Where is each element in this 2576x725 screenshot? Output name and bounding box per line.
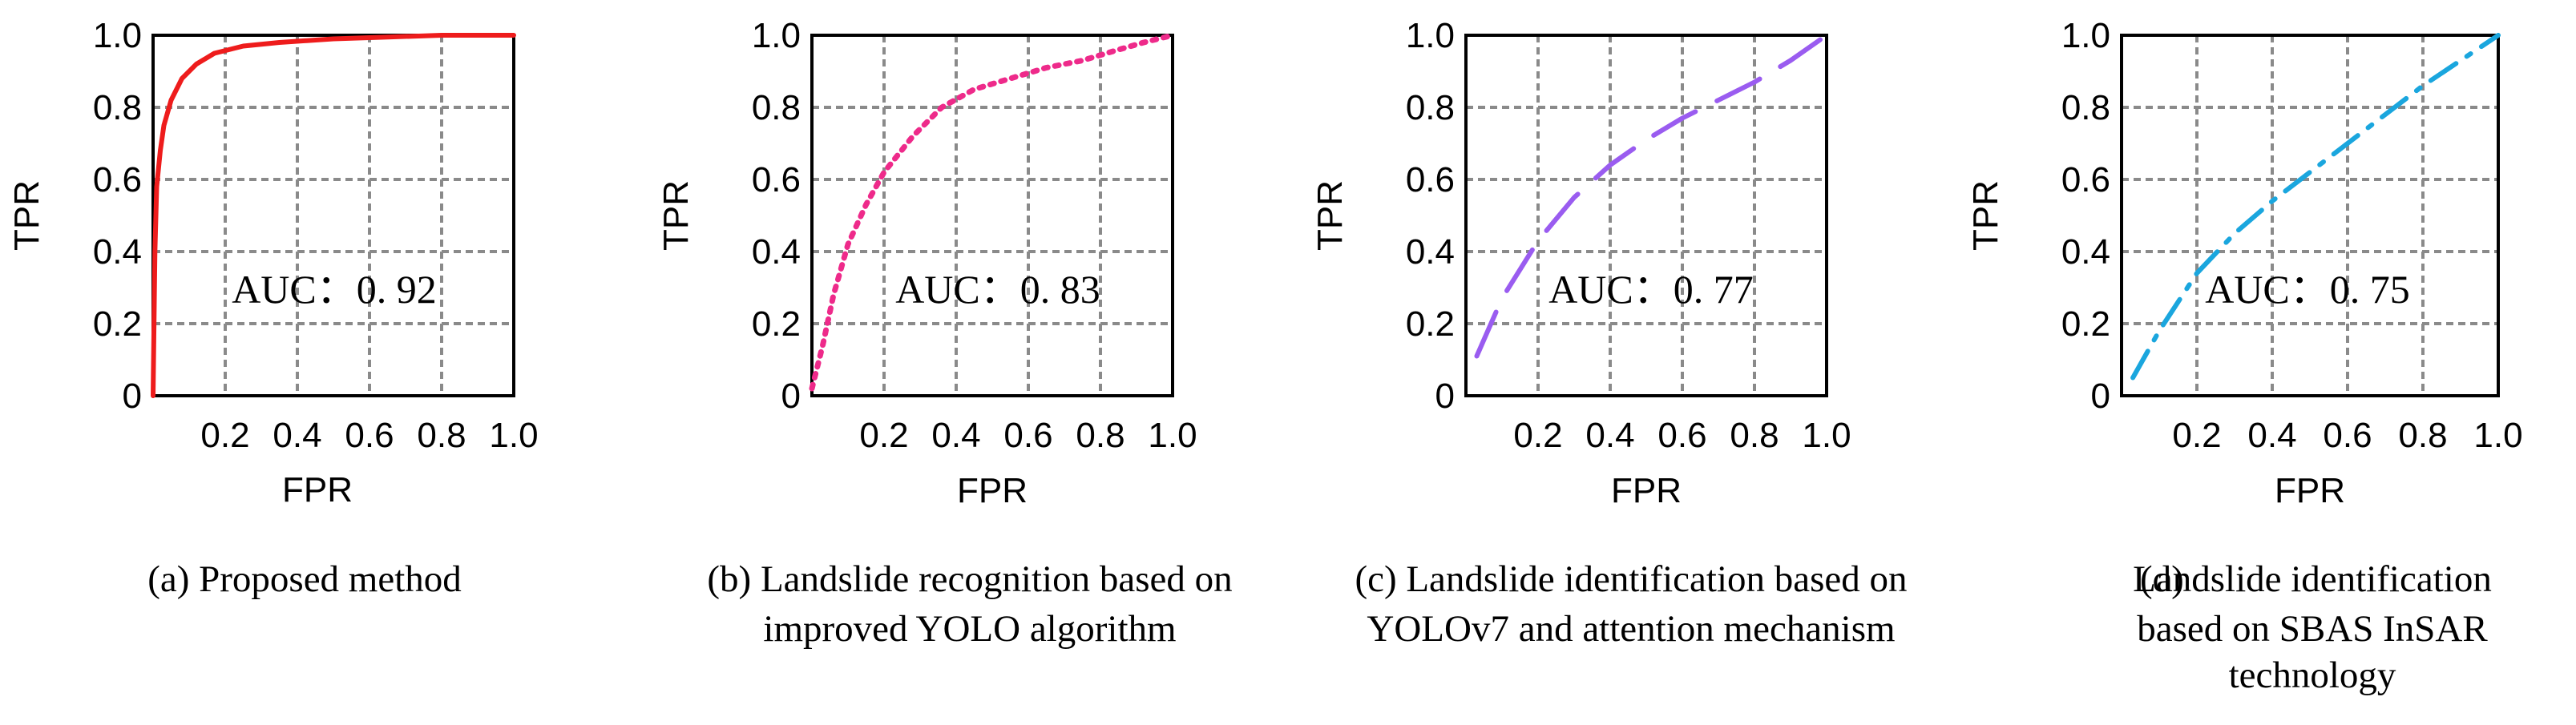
grid xyxy=(2122,35,2498,396)
y-tick-label: 0.4 xyxy=(2061,232,2110,272)
x-tick-label: 0.8 xyxy=(1730,416,1779,455)
y-tick-label: 0.2 xyxy=(752,304,801,344)
y-tick-label: 0 xyxy=(123,377,142,416)
y-axis-label: TPR xyxy=(1966,180,2005,251)
caption-line: (a) Proposed method xyxy=(147,558,462,600)
auc-annotation: AUC：0. 92 xyxy=(232,267,437,312)
caption-line: (c) Landslide identification based on xyxy=(1355,558,1907,600)
y-tick-label: 1.0 xyxy=(93,16,142,55)
x-tick-label: 0.4 xyxy=(931,416,980,455)
grid xyxy=(153,35,514,396)
y-tick-label: 0.8 xyxy=(93,88,142,127)
y-axis-label: TPR xyxy=(7,180,46,251)
x-tick-label: 0.2 xyxy=(200,416,249,455)
y-tick-label: 0.2 xyxy=(1406,304,1455,344)
roc-panel-b: 0 0.2 0.4 0.6 0.8 1.0 0.2 0.4 0.6 0.8 1.0 FPR TPR AUC… xyxy=(656,16,1233,650)
y-tick-label: 0 xyxy=(2091,377,2110,416)
caption-line: (d) xyxy=(2140,558,2184,600)
roc-curve xyxy=(809,32,1176,392)
x-tick-label: 0.8 xyxy=(2398,416,2447,455)
x-tick-label: 0.2 xyxy=(1513,416,1562,455)
caption-line: YOLOv7 and attention mechanism xyxy=(1367,608,1895,650)
x-tick-label: 0.8 xyxy=(1076,416,1124,455)
x-tick-label: 1.0 xyxy=(1148,416,1197,455)
roc-panel-c: 0 0.2 0.4 0.6 0.8 1.0 0.2 0.4 0.6 0.8 1.0 FPR TPR AUC… xyxy=(1310,16,1908,650)
y-tick-label: 0.6 xyxy=(752,160,801,199)
roc-curve xyxy=(151,33,516,398)
y-tick-label: 0.6 xyxy=(2061,160,2110,199)
x-axis-label: FPR xyxy=(1611,471,1682,510)
y-axis-label: TPR xyxy=(656,180,696,251)
x-tick-label: 0.6 xyxy=(345,416,394,455)
x-tick-label: 0.4 xyxy=(1585,416,1634,455)
x-axis-label: FPR xyxy=(2275,471,2345,510)
caption-line: based on SBAS InSAR xyxy=(2137,608,2488,650)
x-tick-label: 0.2 xyxy=(859,416,908,455)
y-tick-label: 1.0 xyxy=(1406,16,1455,55)
y-tick-label: 0.8 xyxy=(2061,88,2110,127)
y-tick-label: 0.4 xyxy=(93,232,142,272)
x-axis-label: FPR xyxy=(957,471,1028,510)
caption-line: Landslide identification xyxy=(2133,558,2492,600)
x-tick-label: 1.0 xyxy=(489,416,538,455)
y-tick-label: 0 xyxy=(1435,377,1455,416)
y-tick-label: 0.2 xyxy=(2061,304,2110,344)
x-tick-label: 1.0 xyxy=(1802,416,1851,455)
y-tick-label: 0.4 xyxy=(1406,232,1455,272)
plot-frame xyxy=(810,34,1174,397)
caption-line: technology xyxy=(2229,655,2396,696)
plot-frame xyxy=(151,34,515,397)
y-tick-label: 1.0 xyxy=(752,16,801,55)
roc-curve xyxy=(1474,33,1829,359)
y-tick-label: 0.6 xyxy=(1406,160,1455,199)
plot-frame xyxy=(1464,34,1828,397)
x-tick-label: 1.0 xyxy=(2473,416,2522,455)
auc-annotation: AUC：0. 77 xyxy=(1548,267,1754,312)
auc-annotation: AUC：0. 83 xyxy=(895,267,1100,312)
x-axis-label: FPR xyxy=(282,470,353,510)
y-tick-label: 0.8 xyxy=(1406,88,1455,127)
y-tick-label: 0.8 xyxy=(752,88,801,127)
y-tick-label: 0.4 xyxy=(752,232,801,272)
x-tick-label: 0.4 xyxy=(273,416,321,455)
x-tick-label: 0.6 xyxy=(2323,416,2372,455)
y-tick-label: 0 xyxy=(781,377,801,416)
x-tick-label: 0.6 xyxy=(1657,416,1706,455)
x-tick-label: 0.4 xyxy=(2247,416,2296,455)
grid xyxy=(1466,35,1827,396)
y-tick-label: 1.0 xyxy=(2061,16,2110,55)
auc-annotation: AUC：0. 75 xyxy=(2205,267,2410,312)
roc-panel-d: 0 0.2 0.4 0.6 0.8 1.0 0.2 0.4 0.6 0.8 1.0 FPR TPR AUC… xyxy=(1966,16,2523,696)
y-tick-label: 0.6 xyxy=(93,160,142,199)
roc-curve xyxy=(2130,33,2501,381)
y-axis-label: TPR xyxy=(1310,180,1350,251)
caption-line: (b) Landslide recognition based on xyxy=(707,558,1232,600)
y-tick-label: 0.2 xyxy=(93,304,142,344)
caption-line: improved YOLO algorithm xyxy=(763,608,1176,650)
x-tick-label: 0.6 xyxy=(1003,416,1052,455)
x-tick-label: 0.8 xyxy=(417,416,466,455)
plot-frame xyxy=(2120,34,2500,397)
grid xyxy=(812,35,1173,396)
x-tick-label: 0.2 xyxy=(2172,416,2221,455)
roc-panel-a: 0 0.2 0.4 0.6 0.8 1.0 0.2 0.4 0.6 0.8 1.0 FPR TPR AUC… xyxy=(7,16,539,600)
